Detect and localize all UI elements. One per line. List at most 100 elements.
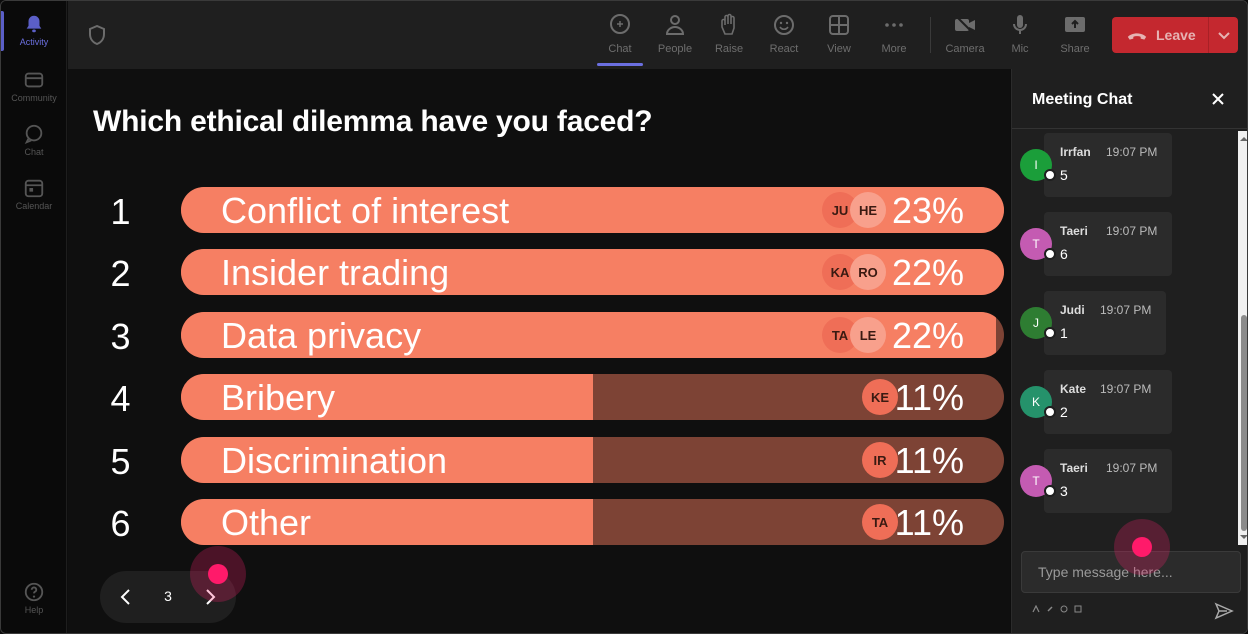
message-text: 2 — [1060, 404, 1068, 420]
mic-button[interactable]: Mic — [995, 9, 1045, 63]
option-rank: 6 — [110, 503, 131, 544]
poll-option-row: 1 Conflict of interest JU HE 23% — [93, 187, 1005, 233]
option-bar-fill — [181, 499, 593, 545]
leave-button[interactable]: Leave — [1112, 17, 1238, 53]
option-rank: 1 — [110, 191, 131, 232]
voter-avatar: KE — [862, 379, 898, 415]
scrollbar-thumb[interactable] — [1241, 315, 1247, 531]
poll-option-row: 5 Discrimination IR 11% — [93, 437, 1005, 483]
react-button[interactable]: React — [759, 9, 809, 63]
option-percent: 23% — [891, 190, 964, 231]
rail-item-label: Help — [24, 605, 44, 615]
rail-item-chat[interactable]: Chat — [1, 115, 67, 169]
close-icon[interactable] — [1210, 91, 1226, 107]
poll-option-row: 2 Insider trading KA RO 22% — [93, 249, 1005, 295]
poll-option-row: 4 Bribery KE 11% — [93, 374, 1005, 420]
option-label: Conflict of interest — [221, 190, 510, 231]
option-rank: 3 — [110, 316, 131, 357]
chat-message: Irrfan 19:07 PM 5 I — [1020, 133, 1238, 197]
attach-icon[interactable] — [1046, 605, 1054, 613]
message-text: 6 — [1060, 246, 1068, 262]
option-bar[interactable]: Insider trading KA RO 22% — [181, 249, 1004, 295]
message-bubble: Judi 19:07 PM 1 — [1044, 291, 1166, 355]
message-time: 19:07 PM — [1106, 145, 1158, 159]
option-label: Bribery — [221, 377, 336, 418]
message-bubble: Taeri 19:07 PM 6 — [1044, 212, 1172, 276]
rail-item-help[interactable]: Help — [1, 573, 67, 627]
hang-up-icon — [1127, 33, 1147, 40]
help-icon — [24, 582, 44, 602]
chat-title: Meeting Chat — [1032, 91, 1133, 108]
voter-avatar: RO — [850, 254, 886, 290]
camera-off-icon — [955, 15, 975, 35]
rail-item-activity[interactable]: Activity — [1, 5, 67, 59]
option-bar[interactable]: Bribery KE 11% — [181, 374, 1004, 420]
option-percent: 22% — [891, 315, 964, 356]
poll-option-row: 6 Other TA 11% — [93, 499, 1005, 545]
chat-button[interactable]: Chat — [595, 9, 645, 66]
leave-label: Leave — [1156, 27, 1196, 43]
next-slide-button[interactable] — [200, 587, 220, 607]
send-icon[interactable] — [1214, 601, 1234, 621]
toolbar-divider — [930, 17, 931, 53]
toolbar-label: View — [827, 43, 851, 55]
option-bar[interactable]: Conflict of interest JU HE 23% — [181, 187, 1004, 233]
option-rank: 5 — [110, 441, 131, 482]
option-rank: 2 — [110, 253, 131, 294]
people-icon — [665, 15, 685, 35]
sender-name: Taeri — [1060, 461, 1088, 475]
chat-message: Judi 19:07 PM 1 J — [1020, 291, 1238, 355]
option-bar[interactable]: Data privacy TA LE 22% — [181, 312, 1004, 358]
sender-name: Taeri — [1060, 224, 1088, 238]
message-bubble: Kate 19:07 PM 2 — [1044, 370, 1172, 434]
shield-icon[interactable] — [88, 25, 106, 45]
toolbar-label: Camera — [945, 43, 985, 55]
presence-status — [1044, 169, 1056, 181]
option-rank: 4 — [110, 378, 131, 419]
pointer-highlight — [1114, 519, 1170, 575]
chat-message-input[interactable] — [1021, 551, 1241, 593]
scroll-down-icon[interactable] — [1240, 533, 1248, 541]
toolbar-label: Chat — [608, 43, 632, 55]
poll-stage: Which ethical dilemma have you faced? 1 C… — [68, 69, 1010, 633]
previous-slide-button[interactable] — [116, 587, 136, 607]
format-icon[interactable] — [1032, 605, 1040, 613]
message-bubble: Taeri 19:07 PM 3 — [1044, 449, 1172, 513]
chat-message-list: Irrfan 19:07 PM 5 I Taeri 19:07 PM 6 T Judi 19:07… — [1012, 129, 1238, 543]
people-button[interactable]: People — [650, 9, 700, 63]
message-time: 19:07 PM — [1106, 461, 1158, 475]
scroll-up-icon[interactable] — [1240, 135, 1248, 143]
view-button[interactable]: View — [814, 9, 864, 63]
emoji-icon[interactable] — [1060, 605, 1068, 613]
share-icon — [1065, 17, 1085, 32]
presence-status — [1044, 406, 1056, 418]
sender-name: Kate — [1060, 382, 1087, 396]
leave-options-dropdown[interactable] — [1208, 17, 1238, 53]
voter-avatar: TA — [822, 317, 858, 353]
gif-icon[interactable] — [1074, 605, 1082, 613]
toolbar-label: Mic — [1011, 43, 1029, 55]
chat-scrollbar[interactable] — [1238, 131, 1248, 545]
more-button[interactable]: More — [869, 9, 919, 63]
sender-avatar[interactable]: T — [1020, 465, 1052, 497]
raise-hand-button[interactable]: Raise — [704, 9, 754, 63]
bell-icon — [26, 15, 42, 33]
voter-avatar: HE — [850, 192, 886, 228]
option-bar[interactable]: Discrimination IR 11% — [181, 437, 1004, 483]
voter-avatar: TA — [862, 504, 898, 540]
share-button[interactable]: Share — [1050, 9, 1100, 63]
chat-icon — [24, 124, 43, 144]
rail-item-calendar[interactable]: Calendar — [1, 169, 67, 223]
meeting-chat-panel: Meeting Chat Irrfan 19:07 PM 5 I Taeri 19:07 … — [1011, 69, 1248, 633]
chevron-down-icon — [1217, 32, 1230, 40]
rail-item-community[interactable]: Community — [1, 61, 67, 115]
message-time: 19:07 PM — [1100, 382, 1152, 396]
toolbar-label: People — [657, 43, 693, 55]
option-label: Discrimination — [221, 440, 448, 481]
toolbar-label: Raise — [714, 43, 744, 55]
camera-button[interactable]: Camera — [940, 9, 990, 63]
sender-name: Judi — [1060, 303, 1085, 317]
chat-icon — [610, 14, 630, 34]
option-bar[interactable]: Other TA 11% — [181, 499, 1004, 545]
message-time: 19:07 PM — [1106, 224, 1158, 238]
